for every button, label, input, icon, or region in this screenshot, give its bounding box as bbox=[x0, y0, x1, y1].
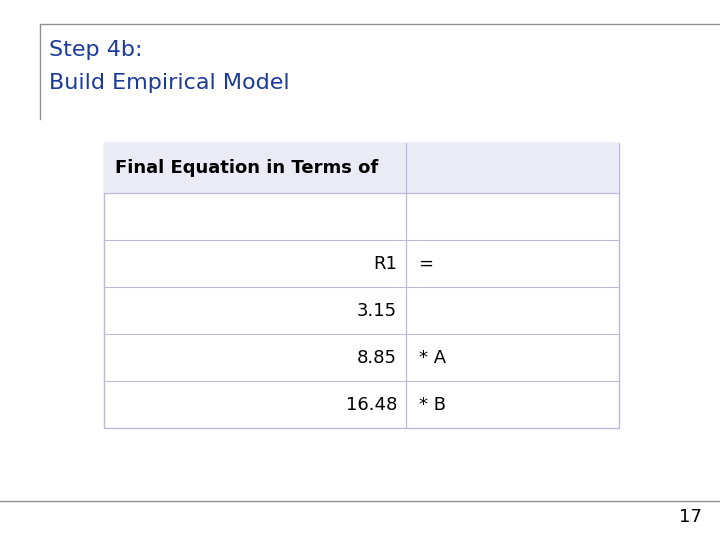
Text: R1: R1 bbox=[373, 255, 397, 273]
Text: 17: 17 bbox=[679, 509, 702, 526]
Text: =: = bbox=[418, 255, 433, 273]
Text: * B: * B bbox=[418, 396, 446, 414]
Bar bbox=[104, 143, 619, 428]
Text: Step 4b:: Step 4b: bbox=[49, 40, 143, 60]
Text: 16.48: 16.48 bbox=[346, 396, 397, 414]
Bar bbox=[104, 143, 619, 193]
Text: 3.15: 3.15 bbox=[357, 302, 397, 320]
Text: Build Empirical Model: Build Empirical Model bbox=[49, 73, 289, 93]
Text: 8.85: 8.85 bbox=[357, 349, 397, 367]
Text: * A: * A bbox=[418, 349, 446, 367]
Text: Final Equation in Terms of: Final Equation in Terms of bbox=[115, 159, 379, 177]
